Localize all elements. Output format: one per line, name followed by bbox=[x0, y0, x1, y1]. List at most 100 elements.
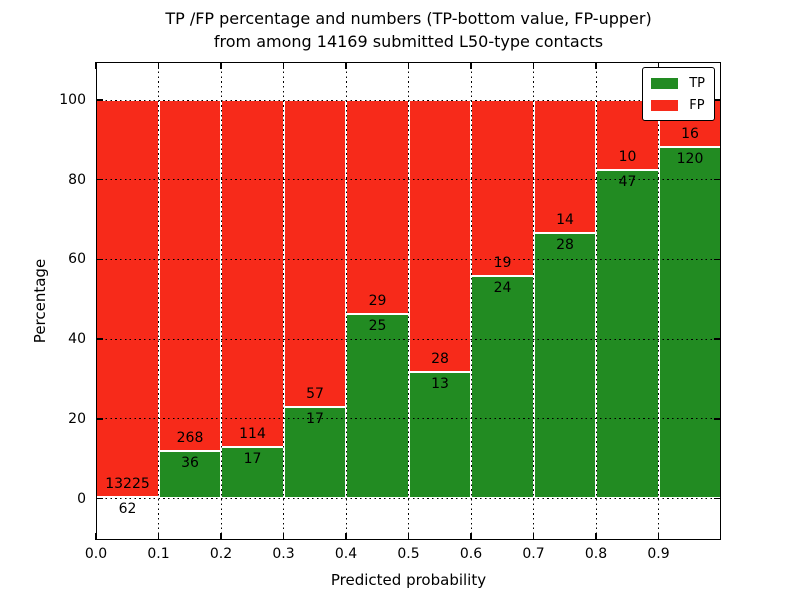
tp-count-label: 17 bbox=[306, 410, 324, 427]
tp-count-label: 120 bbox=[676, 150, 704, 167]
x-tick-mark bbox=[345, 533, 347, 540]
vertical-gridline bbox=[220, 62, 222, 540]
x-tick-label: 0.2 bbox=[209, 546, 233, 562]
tp-bar-segment bbox=[283, 406, 346, 499]
x-tick-mark bbox=[157, 533, 160, 540]
fp-count-label: 28 bbox=[431, 351, 449, 368]
fp-count-label: 16 bbox=[681, 125, 699, 142]
y-tick-mark-right bbox=[714, 99, 721, 101]
x-tick-mark bbox=[470, 533, 472, 540]
chart-title: TP /FP percentage and numbers (TP-bottom… bbox=[96, 7, 721, 53]
bar-labels-layer: 13225 62 268 36 114 17 57 17 29 25 28 13 19 24 14 28 10 4… bbox=[96, 62, 721, 540]
fp-count-label: 14 bbox=[556, 211, 574, 228]
tp-bar-segment bbox=[533, 232, 596, 499]
x-tick-mark-top bbox=[407, 62, 410, 69]
x-tick-mark bbox=[95, 533, 97, 540]
fp-count-label: 13225 bbox=[105, 475, 150, 492]
ticks-layer: 0.0 0.1 0.2 0.3 0.4 0.5 0.6 0.7 0.8 0.9 0 20 40 60 80 1… bbox=[59, 62, 721, 562]
legend-swatch-fp bbox=[651, 99, 679, 111]
y-tick-mark bbox=[96, 178, 103, 181]
y-tick-mark bbox=[96, 258, 103, 261]
fp-count-label: 10 bbox=[618, 148, 637, 165]
tp-bar-segment bbox=[596, 169, 659, 499]
y-tick-mark-right bbox=[714, 418, 721, 420]
fp-bar-segment bbox=[408, 100, 471, 373]
y-tick-label: 100 bbox=[59, 92, 86, 108]
x-tick-mark bbox=[220, 533, 222, 540]
fp-bar-segment bbox=[158, 100, 221, 452]
y-tick-mark-right bbox=[714, 258, 721, 261]
x-tick-mark bbox=[532, 533, 535, 540]
legend-label: TP bbox=[689, 75, 705, 91]
vertical-gridline bbox=[470, 62, 472, 540]
fp-bar-segment bbox=[96, 100, 159, 497]
x-tick-label: 0.5 bbox=[397, 546, 420, 562]
tp-count-label: 17 bbox=[243, 450, 262, 467]
legend-label: FP bbox=[689, 97, 705, 113]
fp-bar-segment bbox=[533, 100, 596, 233]
x-tick-label: 0.3 bbox=[272, 546, 295, 562]
y-tick-label: 20 bbox=[68, 410, 86, 427]
y-tick-mark-right bbox=[714, 497, 721, 500]
x-tick-label: 0.8 bbox=[584, 546, 608, 562]
tp-count-label: 47 bbox=[618, 173, 637, 190]
tp-count-label: 36 bbox=[181, 455, 199, 472]
x-tick-mark-top bbox=[595, 62, 597, 69]
x-tick-label: 0.0 bbox=[84, 546, 108, 562]
x-tick-label: 0.7 bbox=[522, 546, 545, 562]
fp-count-label: 268 bbox=[176, 430, 204, 447]
x-tick-mark-top bbox=[345, 62, 347, 69]
y-tick-mark bbox=[96, 99, 103, 101]
x-tick-mark bbox=[282, 533, 285, 540]
x-tick-mark bbox=[657, 533, 660, 540]
x-tick-label: 0.6 bbox=[459, 546, 483, 562]
x-tick-mark-top bbox=[470, 62, 472, 69]
chart-title-line1: TP /FP percentage and numbers (TP-bottom… bbox=[165, 9, 652, 28]
bars-layer bbox=[96, 62, 721, 540]
x-tick-mark-top bbox=[282, 62, 285, 69]
y-tick-label: 0 bbox=[77, 490, 86, 507]
x-tick-mark-top bbox=[532, 62, 535, 69]
tp-count-label: 25 bbox=[368, 318, 387, 334]
legend-entry: TP bbox=[651, 72, 705, 94]
y-tick-mark bbox=[96, 418, 103, 420]
tp-bar-segment bbox=[471, 276, 534, 499]
y-tick-mark bbox=[96, 497, 103, 500]
tp-count-label: 13 bbox=[431, 376, 449, 393]
x-tick-mark bbox=[595, 533, 597, 540]
legend-entry: FP bbox=[651, 94, 705, 116]
legend-swatch-tp bbox=[651, 77, 679, 89]
grid-layer bbox=[96, 62, 721, 540]
vertical-gridline bbox=[533, 62, 534, 540]
plot-area: 13225 62 268 36 114 17 57 17 29 25 28 13 19 24 14 28 10 4… bbox=[59, 62, 721, 589]
y-tick-label: 40 bbox=[68, 331, 86, 348]
x-tick-mark bbox=[407, 533, 410, 540]
fp-bar-segment bbox=[221, 100, 284, 447]
tp-bar-segment bbox=[658, 146, 721, 499]
y-tick-label: 60 bbox=[68, 251, 86, 268]
tp-count-label: 62 bbox=[118, 500, 137, 517]
x-axis-label: Predicted probability bbox=[330, 571, 487, 589]
y-tick-mark-right bbox=[714, 178, 721, 181]
y-tick-mark bbox=[96, 338, 103, 340]
vertical-gridline bbox=[658, 62, 659, 540]
x-tick-label: 0.1 bbox=[147, 546, 170, 562]
fp-bar-segment bbox=[283, 100, 346, 407]
vertical-gridline bbox=[283, 62, 284, 540]
fp-bar-segment bbox=[346, 100, 409, 314]
fp-count-label: 29 bbox=[368, 293, 387, 309]
x-tick-mark-top bbox=[95, 62, 97, 69]
fp-count-label: 114 bbox=[239, 425, 266, 442]
x-tick-label: 0.9 bbox=[647, 546, 670, 562]
fp-count-label: 19 bbox=[493, 255, 512, 272]
vertical-gridline bbox=[345, 62, 347, 540]
x-tick-label: 0.4 bbox=[334, 546, 358, 562]
legend: TP FP bbox=[642, 67, 715, 121]
y-tick-mark-right bbox=[714, 338, 721, 340]
tp-bar-segment bbox=[346, 314, 409, 499]
vertical-gridline bbox=[408, 62, 409, 540]
x-tick-mark-top bbox=[220, 62, 222, 69]
tp-count-label: 24 bbox=[493, 280, 512, 297]
fp-bar-segment bbox=[471, 100, 534, 277]
